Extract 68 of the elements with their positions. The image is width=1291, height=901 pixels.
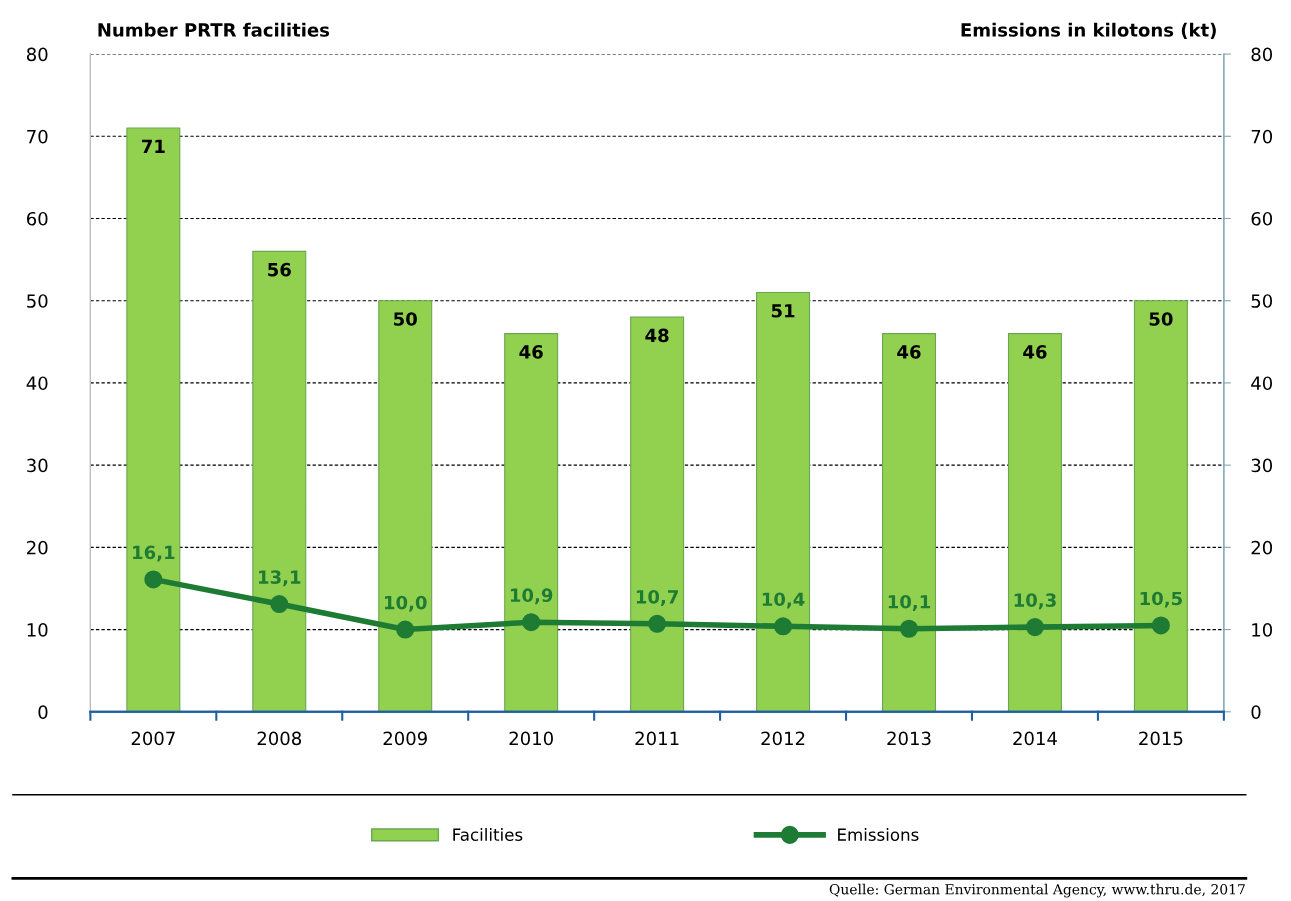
x-tick-label: 2011: [635, 731, 679, 746]
legend-label: Emissions: [838, 828, 919, 841]
y2-axis-title: Emissions in kilotons (kt): [961, 22, 1216, 39]
bar: [126, 127, 181, 712]
x-tick-label: 2009: [383, 731, 427, 746]
data-label: 48: [645, 328, 669, 343]
point: [1151, 616, 1170, 635]
data-label: 50: [394, 312, 417, 326]
data-label: 51: [771, 304, 795, 318]
y-tick-label: 20: [27, 540, 48, 555]
y-tick-label: 50: [27, 294, 48, 308]
point: [396, 620, 415, 639]
data-label: 10,1: [888, 594, 931, 611]
bar: [882, 333, 937, 712]
y2-tick-label: 10: [1252, 623, 1273, 637]
point: [774, 617, 793, 636]
point: [1025, 618, 1044, 637]
source-note: Quelle: German Environmental Agency, www.thru.de, 2017: [829, 883, 1245, 898]
bar: [378, 300, 433, 712]
data-label: 56: [268, 262, 291, 277]
point: [648, 614, 667, 633]
data-label: 13,1: [259, 570, 301, 587]
data-label: 10,9: [510, 588, 553, 605]
data-label: 46: [519, 345, 543, 359]
y2-tick-label: 60: [1251, 211, 1273, 226]
y-tick-label: 80: [26, 47, 48, 62]
data-label: 10,5: [1140, 591, 1182, 608]
y-tick-label: 30: [27, 458, 48, 473]
data-label: 46: [897, 345, 921, 359]
x-tick-label: 2008: [257, 731, 302, 746]
x-tick-label: 2014: [1013, 731, 1057, 746]
x-tick-label: 2015: [1139, 731, 1183, 746]
bar: [1007, 333, 1062, 712]
y-axis-title: Number PRTR facilities: [98, 22, 330, 37]
data-label: 10,3: [1014, 593, 1056, 610]
y-tick-label: 40: [26, 376, 48, 391]
y2-tick-label: 20: [1251, 540, 1273, 555]
x-tick-label: 2012: [761, 731, 805, 746]
point: [144, 570, 163, 589]
y2-tick-label: 50: [1251, 294, 1273, 308]
bar: [756, 291, 811, 712]
point: [522, 613, 541, 632]
bar: [630, 316, 685, 712]
bar: [252, 250, 307, 712]
y2-tick-label: 40: [1251, 376, 1273, 391]
x-tick-label: 2007: [131, 731, 175, 746]
data-label: 50: [1149, 312, 1173, 326]
y2-tick-label: 70: [1251, 129, 1273, 144]
data-label: 71: [141, 139, 165, 153]
y-tick-label: 70: [27, 129, 48, 144]
data-label: 16,1: [133, 545, 175, 562]
data-label: 46: [1023, 345, 1047, 359]
data-label: 10,7: [636, 590, 678, 606]
y2-tick-label: 30: [1251, 458, 1273, 473]
point: [899, 619, 919, 638]
x-tick-label: 2013: [887, 731, 931, 746]
point: [270, 595, 289, 614]
y-tick-label: 60: [26, 211, 48, 226]
y2-tick-label: 0: [1251, 705, 1261, 719]
legend-label: Facilities: [453, 828, 523, 841]
bar: [504, 333, 559, 712]
y-tick-label: 0: [38, 705, 48, 719]
data-label: 10,0: [384, 595, 427, 612]
bar: [1133, 300, 1188, 712]
y-tick-label: 10: [27, 623, 48, 637]
y2-tick-label: 80: [1251, 47, 1273, 62]
x-tick-label: 2010: [509, 731, 553, 746]
data-label: 10,4: [762, 592, 805, 609]
